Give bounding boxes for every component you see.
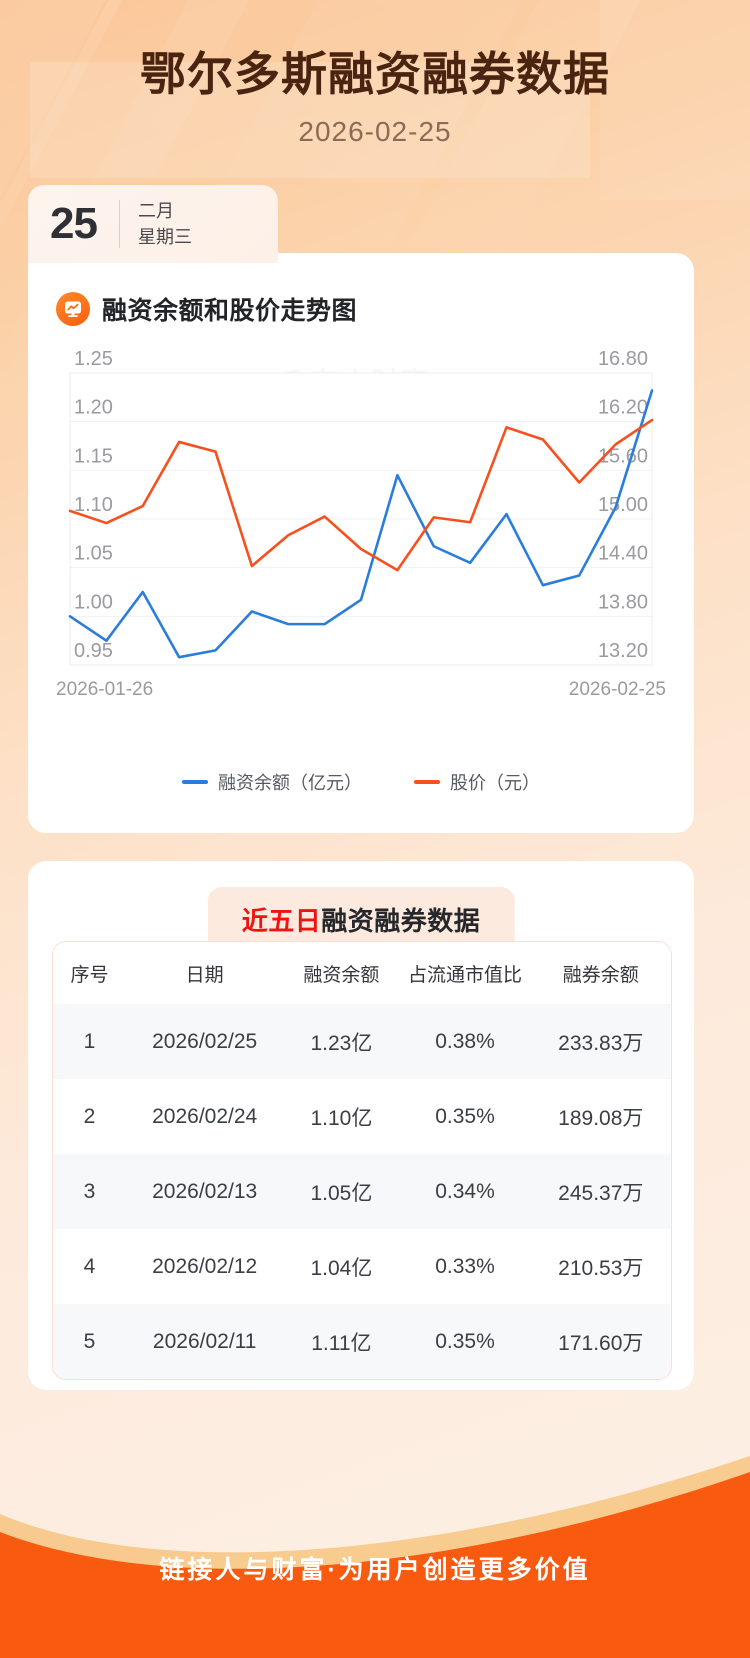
svg-text:13.80: 13.80 [598,591,648,613]
cell-pct: 0.34% [435,1179,495,1203]
svg-text:13.20: 13.20 [598,640,648,662]
calendar-month: 二月 [137,200,174,221]
calendar-day: 25 [50,199,98,248]
column-header-no: 序号 [70,964,109,986]
column-header-date: 日期 [185,964,224,986]
footer-slogan: 链接人与财富·为用户创造更多价值 [159,1556,591,1584]
svg-text:1.10: 1.10 [74,494,113,516]
table-header-row: 序号 日期 融资余额 占流通市值比 融券余额 [53,942,671,1004]
legend-swatch-orange [414,780,440,784]
cell-short-balance: 233.83万 [558,1031,644,1055]
column-header-pct: 占流通市值比 [407,964,522,986]
cell-margin-balance: 1.11亿 [311,1331,372,1355]
table-row: 4 2026/02/12 1.04亿 0.33% 210.53万 [53,1229,671,1304]
svg-text:2026-02-25: 2026-02-25 [569,679,666,700]
svg-text:1.25: 1.25 [74,348,113,370]
cell-date: 2026/02/25 [152,1029,258,1053]
margin-trading-table: 序号 日期 融资余额 占流通市值比 融券余额 1 2026/02/25 1.23… [52,941,672,1380]
svg-text:2026-01-26: 2026-01-26 [56,679,153,700]
cell-margin-balance: 1.04亿 [310,1256,373,1280]
column-header-margin-balance: 融资余额 [303,964,380,986]
table-badge-rest: 融资融券数据 [321,906,481,936]
cell-short-balance: 189.08万 [558,1106,644,1130]
footer: 链接人与财富·为用户创造更多价值 [0,1428,750,1658]
table-badge-highlight: 近五日 [241,906,322,936]
cell-pct: 0.35% [435,1104,495,1128]
cell-short-balance: 245.37万 [558,1181,644,1205]
chart-title: 融资余额和股价走势图 [102,297,358,325]
chart-section-header: 融资余额和股价走势图 [56,291,357,327]
page-title: 鄂尔多斯融资融券数据 [140,48,610,100]
cell-date: 2026/02/11 [152,1329,257,1353]
table-row: 1 2026/02/25 1.23亿 0.38% 233.83万 [53,1004,671,1079]
legend-label-stock-price: 股价（元） [450,773,540,793]
page-date: 2026-02-25 [298,116,452,147]
legend-swatch-blue [182,780,208,784]
cell-no: 4 [83,1254,96,1278]
svg-text:1.00: 1.00 [74,591,113,613]
svg-text:14.40: 14.40 [598,543,648,565]
cell-date: 2026/02/24 [152,1104,258,1128]
calendar-chip: 25 二月 星期三 [28,185,278,263]
calendar-divider [118,200,120,248]
cell-margin-balance: 1.05亿 [310,1181,373,1205]
chart-legend: 融资余额（亿元） 股价（元） [28,769,694,795]
footer-curve [0,1456,750,1658]
cell-date: 2026/02/13 [152,1179,258,1203]
cell-pct: 0.33% [435,1254,495,1278]
table-row: 5 2026/02/11 1.11亿 0.35% 171.60万 [53,1304,671,1379]
svg-text:16.80: 16.80 [598,348,648,370]
cell-no: 5 [83,1329,96,1353]
legend-item-stock-price: 股价（元） [414,769,540,795]
content-panel: 25 二月 星期三 融资余额和股价走势图 [28,185,694,1390]
legend-label-margin-balance: 融资余额（亿元） [218,773,362,793]
cell-pct: 0.35% [435,1329,495,1353]
chart-canvas: 1.25 16.801.20 16.201.15 15.601.10 15.001.05… [56,348,666,700]
svg-text:1.20: 1.20 [74,397,113,419]
svg-text:1.15: 1.15 [74,445,113,467]
svg-text:1.05: 1.05 [74,543,113,565]
calendar-weekday: 星期三 [137,226,192,247]
cell-pct: 0.38% [435,1029,495,1053]
table-badge-text: 近五日融资融券数据 [242,906,481,936]
cell-no: 3 [83,1179,96,1203]
legend-item-margin-balance: 融资余额（亿元） [182,769,362,795]
cell-no: 2 [83,1104,96,1128]
chart-monitor-icon [56,292,90,326]
table-row: 2 2026/02/24 1.10亿 0.35% 189.08万 [53,1079,671,1154]
cell-no: 1 [83,1029,96,1053]
cell-date: 2026/02/12 [152,1254,258,1278]
svg-text:0.95: 0.95 [74,640,113,662]
calendar-detail: 二月 星期三 [138,201,192,247]
cell-margin-balance: 1.10亿 [310,1106,373,1130]
svg-text:16.20: 16.20 [598,397,648,419]
chart-plot: 1.25 16.80 1.20 16.20 1.15 15.60 1.10 15.00 1.05… [28,343,694,743]
cell-short-balance: 210.53万 [558,1256,644,1280]
column-header-short-balance: 融券余额 [562,964,639,986]
table-card: 近五日融资融券数据 序号 日期 融资余额 占流通市值比 融券余额 1 2026/… [28,861,694,1390]
svg-text:15.00: 15.00 [598,494,648,516]
table-row: 3 2026/02/13 1.05亿 0.34% 245.37万 [53,1154,671,1229]
cell-margin-balance: 1.23亿 [310,1031,373,1055]
cell-short-balance: 171.60万 [558,1331,644,1355]
chart-card: 融资余额和股价走势图 东方财富 1.2516.801.2016.201.1515… [28,253,694,833]
